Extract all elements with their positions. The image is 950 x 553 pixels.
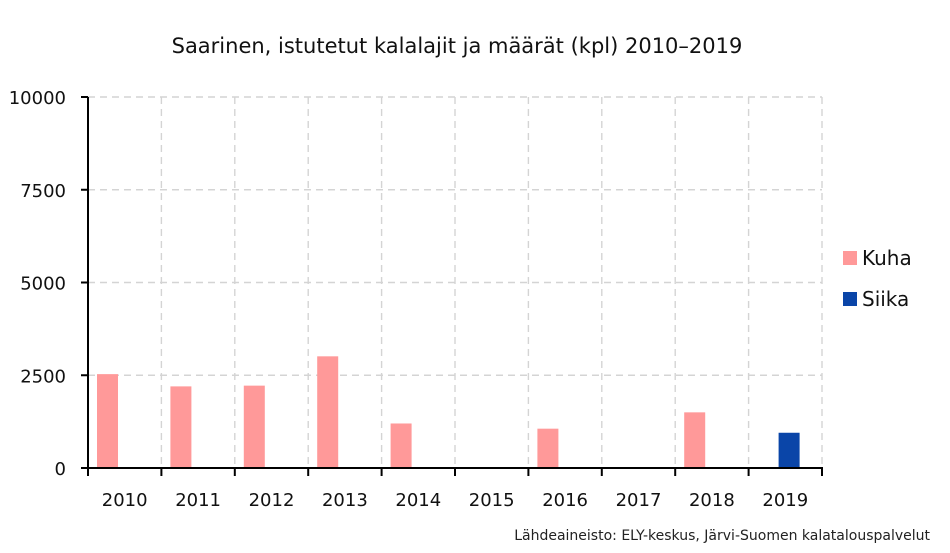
bar-kuha-2018 <box>684 412 706 468</box>
bars <box>97 356 800 468</box>
bar-kuha-2011 <box>170 386 192 468</box>
x-tick-label: 2019 <box>762 490 808 511</box>
legend-label-siika: Siika <box>862 287 909 311</box>
tick-labels: 0 2500 5000 7500 10000 2010 2011 2012 2013 2014 20… <box>9 88 808 511</box>
y-tick-label: 2500 <box>20 366 66 387</box>
x-tick-label: 2017 <box>616 490 662 511</box>
axes <box>81 96 823 476</box>
x-tick-label: 2012 <box>249 490 295 511</box>
y-tick-label: 0 <box>55 459 66 480</box>
bar-kuha-2013 <box>317 356 339 468</box>
x-tick-label: 2014 <box>395 490 441 511</box>
legend: Kuha Siika <box>843 246 912 311</box>
x-tick-label: 2013 <box>322 490 368 511</box>
bar-kuha-2012 <box>243 385 265 468</box>
bar-kuha-2014 <box>390 423 412 468</box>
bar-kuha-2016 <box>537 428 559 468</box>
chart-title: Saarinen, istutetut kalalajit ja määrät … <box>172 34 743 58</box>
grid <box>88 96 823 468</box>
y-tick-label: 10000 <box>9 88 66 109</box>
x-tick-label: 2018 <box>689 490 735 511</box>
bar-siika-2019 <box>778 432 800 468</box>
legend-swatch-kuha <box>843 251 857 265</box>
x-tick-label: 2016 <box>542 490 588 511</box>
source-note: Lähdeaineisto: ELY-keskus, Järvi-Suomen … <box>514 528 930 544</box>
x-tick-label: 2011 <box>175 490 221 511</box>
y-tick-label: 5000 <box>20 274 66 295</box>
y-tick-label: 7500 <box>20 181 66 202</box>
x-tick-label: 2015 <box>469 490 515 511</box>
legend-swatch-siika <box>843 292 857 306</box>
legend-label-kuha: Kuha <box>862 246 912 270</box>
x-tick-label: 2010 <box>102 490 148 511</box>
bar-kuha-2010 <box>97 374 118 468</box>
